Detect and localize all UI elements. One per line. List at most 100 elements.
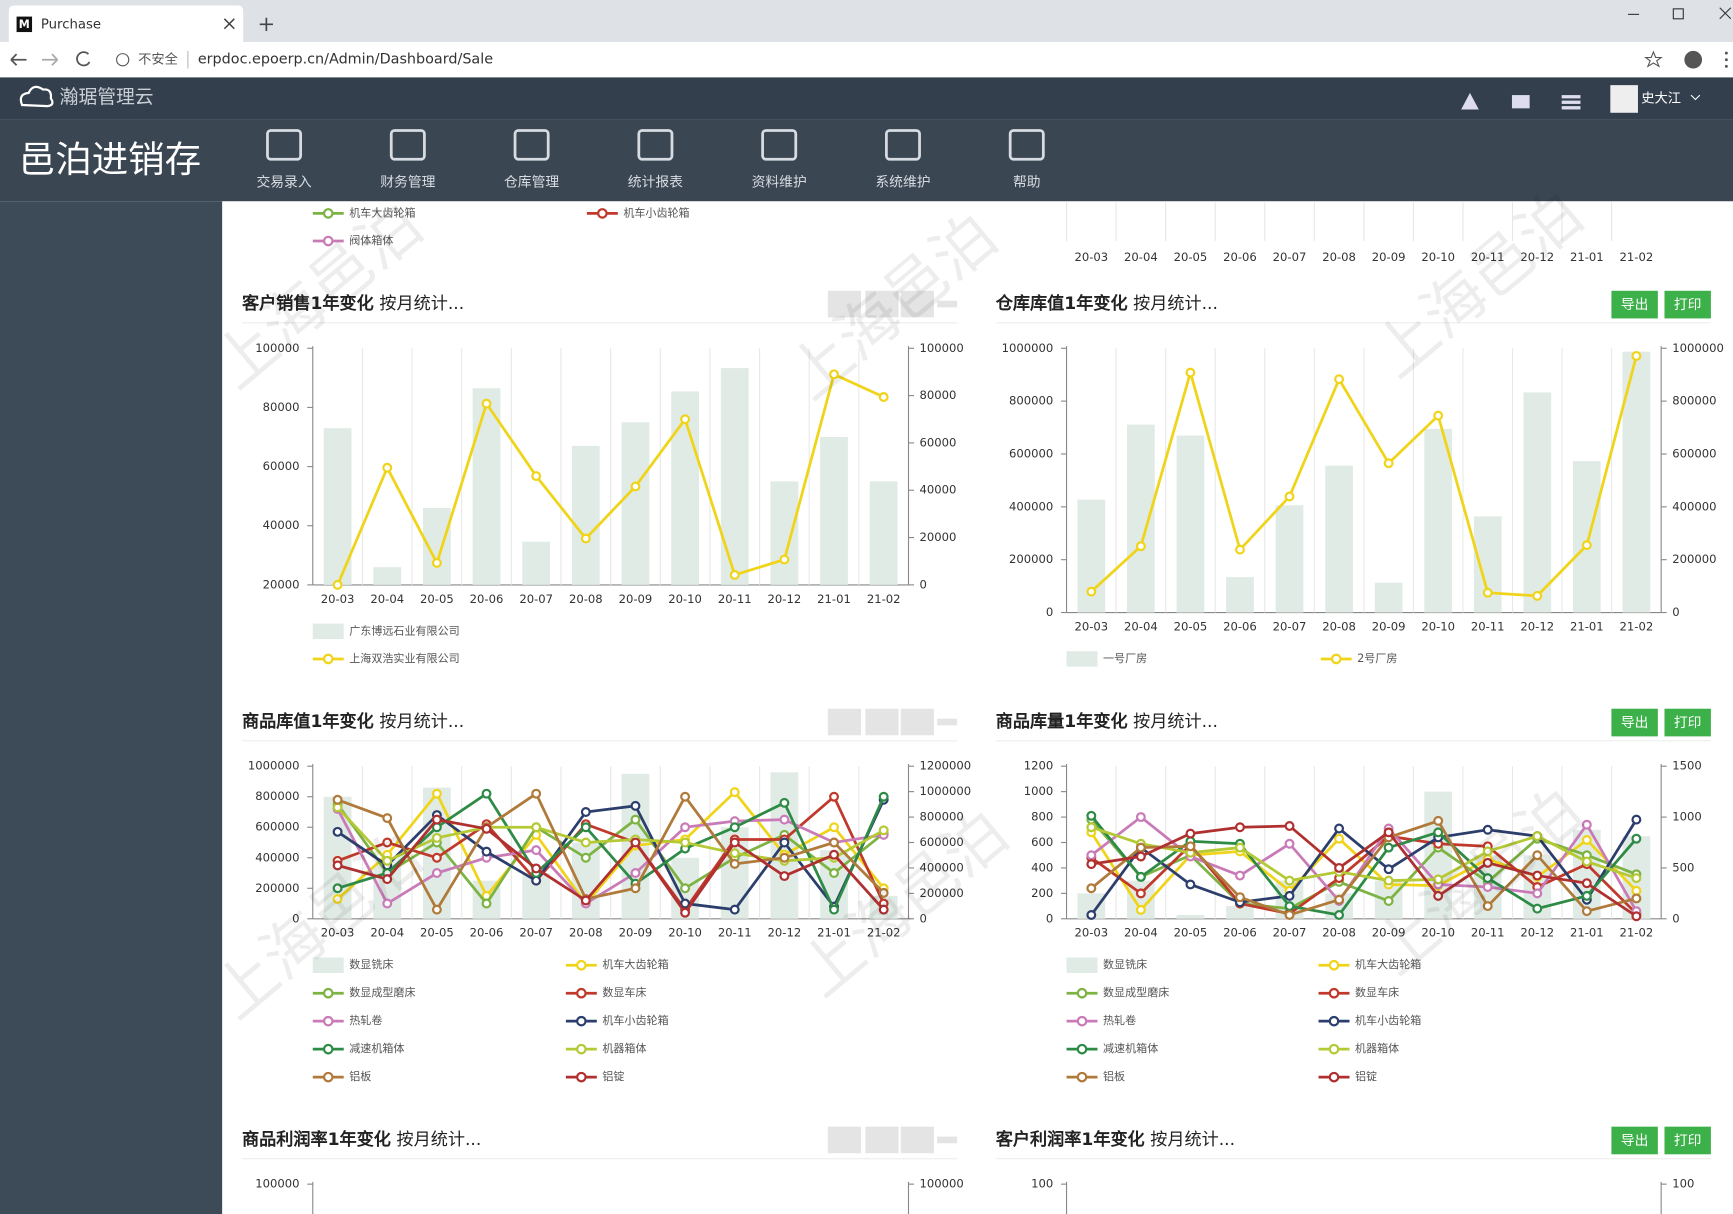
nav-label[interactable]: 财务管理 <box>380 174 435 190</box>
forward[interactable] <box>41 53 59 66</box>
collapse-bar[interactable] <box>937 718 958 726</box>
icon-button[interactable] <box>900 708 934 736</box>
point <box>1086 850 1097 861</box>
series-line <box>336 803 885 906</box>
user-name[interactable]: 史大江 <box>1641 90 1681 106</box>
button-label[interactable]: 打印 <box>1674 1132 1702 1149</box>
button-label[interactable]: 导出 <box>1621 297 1649 313</box>
nav-icon[interactable] <box>885 129 921 161</box>
panel-title: 商品利润率1年变化 按月统计... <box>242 1129 481 1150</box>
x-tick-label: 21-02 <box>1620 619 1654 633</box>
point <box>1284 901 1295 912</box>
y-tick-label: 0 <box>1046 911 1053 925</box>
point <box>431 868 442 878</box>
x-tick-label: 20-07 <box>519 592 553 606</box>
icon-button[interactable] <box>900 290 934 318</box>
button[interactable] <box>1664 290 1711 319</box>
button[interactable] <box>1611 1126 1658 1155</box>
point <box>431 852 442 863</box>
icon-button[interactable] <box>865 1126 899 1154</box>
y2-tick-label: 0 <box>1672 605 1679 619</box>
nav-icon[interactable] <box>389 129 426 161</box>
point <box>1433 874 1444 885</box>
x-tick-label: 20-12 <box>1520 619 1554 633</box>
url[interactable]: erpdoc.epoerp.cn/Admin/Dashboard/Sale <box>198 52 493 68</box>
nav-label[interactable]: 帮助 <box>1013 174 1041 190</box>
nav-label[interactable]: 资料维护 <box>752 174 807 190</box>
legend-label: 铝锭 <box>1355 1069 1377 1083</box>
point <box>531 788 542 799</box>
avatar[interactable] <box>1610 85 1638 113</box>
icon-button[interactable] <box>827 708 861 736</box>
legend-label: 机车大齿轮箱 <box>1355 957 1421 971</box>
point <box>1135 541 1146 552</box>
icon-button[interactable] <box>827 290 861 318</box>
point <box>431 814 442 825</box>
tab-close[interactable] <box>223 18 235 30</box>
list-icon[interactable] <box>1561 95 1581 99</box>
y-tick-label: 400000 <box>255 850 299 864</box>
point <box>1532 888 1543 899</box>
menu-dot[interactable] <box>1724 58 1728 62</box>
legend-label: 数显铣床 <box>349 957 393 971</box>
nav-icon[interactable] <box>513 129 550 161</box>
menu-dot[interactable] <box>1724 51 1728 55</box>
button[interactable] <box>1611 290 1658 319</box>
reload[interactable] <box>76 51 91 67</box>
point <box>481 898 492 909</box>
info-icon[interactable] <box>116 53 130 67</box>
button[interactable] <box>1664 708 1711 737</box>
point <box>332 883 343 894</box>
icon-button[interactable] <box>900 1126 934 1154</box>
x-tick-label: 21-01 <box>817 592 851 606</box>
new-tab[interactable] <box>259 17 273 31</box>
close-window[interactable] <box>1719 7 1732 20</box>
button[interactable] <box>1664 1126 1711 1155</box>
point <box>779 797 790 808</box>
tab[interactable] <box>8 5 244 43</box>
x-tick-label: 20-12 <box>768 592 802 606</box>
nav-label[interactable]: 仓库管理 <box>504 174 559 190</box>
button-label[interactable]: 导出 <box>1621 715 1649 731</box>
legend-dot <box>1076 1043 1088 1055</box>
point <box>1284 838 1295 849</box>
y-tick-label: 20000 <box>263 577 300 591</box>
user-caret[interactable] <box>1690 94 1701 101</box>
x-tick-label: 20-08 <box>1322 619 1356 633</box>
y-tick-label: 80000 <box>263 400 300 414</box>
button[interactable] <box>1611 708 1658 737</box>
back[interactable] <box>10 53 27 66</box>
x-tick-label: 20-07 <box>1273 926 1307 940</box>
x-tick-label: 20-03 <box>1074 619 1108 633</box>
point <box>382 898 393 909</box>
x-tick-label: 20-09 <box>619 926 653 940</box>
button-label[interactable]: 打印 <box>1674 714 1702 731</box>
icon-button[interactable] <box>865 290 899 318</box>
x-tick-label: 20-12 <box>768 926 802 940</box>
y2-tick-label: 1000000 <box>920 784 972 798</box>
icon-button[interactable] <box>865 708 899 736</box>
nav-label[interactable]: 统计报表 <box>628 174 683 190</box>
menu-dot[interactable] <box>1724 64 1728 68</box>
legend-swatch <box>1066 957 1098 973</box>
bookmark[interactable] <box>1644 50 1663 68</box>
account[interactable] <box>1684 50 1703 69</box>
button-label[interactable]: 打印 <box>1674 296 1702 313</box>
collapse-bar[interactable] <box>937 1136 958 1144</box>
mail-icon[interactable] <box>1511 95 1530 109</box>
nav-icon[interactable] <box>1008 129 1045 161</box>
collapse-bar[interactable] <box>937 300 958 308</box>
alert-icon[interactable] <box>1461 92 1479 110</box>
nav-icon[interactable] <box>266 129 303 161</box>
nav-label[interactable]: 交易录入 <box>256 173 311 190</box>
point <box>580 807 591 817</box>
x-tick-label: 20-09 <box>1372 250 1406 264</box>
point <box>829 822 840 833</box>
nav-icon[interactable] <box>761 129 798 161</box>
icon-button[interactable] <box>827 1126 861 1154</box>
button-label[interactable]: 导出 <box>1621 1133 1649 1149</box>
point <box>1235 892 1245 903</box>
nav-icon[interactable] <box>637 129 674 161</box>
nav-label[interactable]: 系统维护 <box>875 174 930 190</box>
maximize[interactable] <box>1672 8 1684 20</box>
